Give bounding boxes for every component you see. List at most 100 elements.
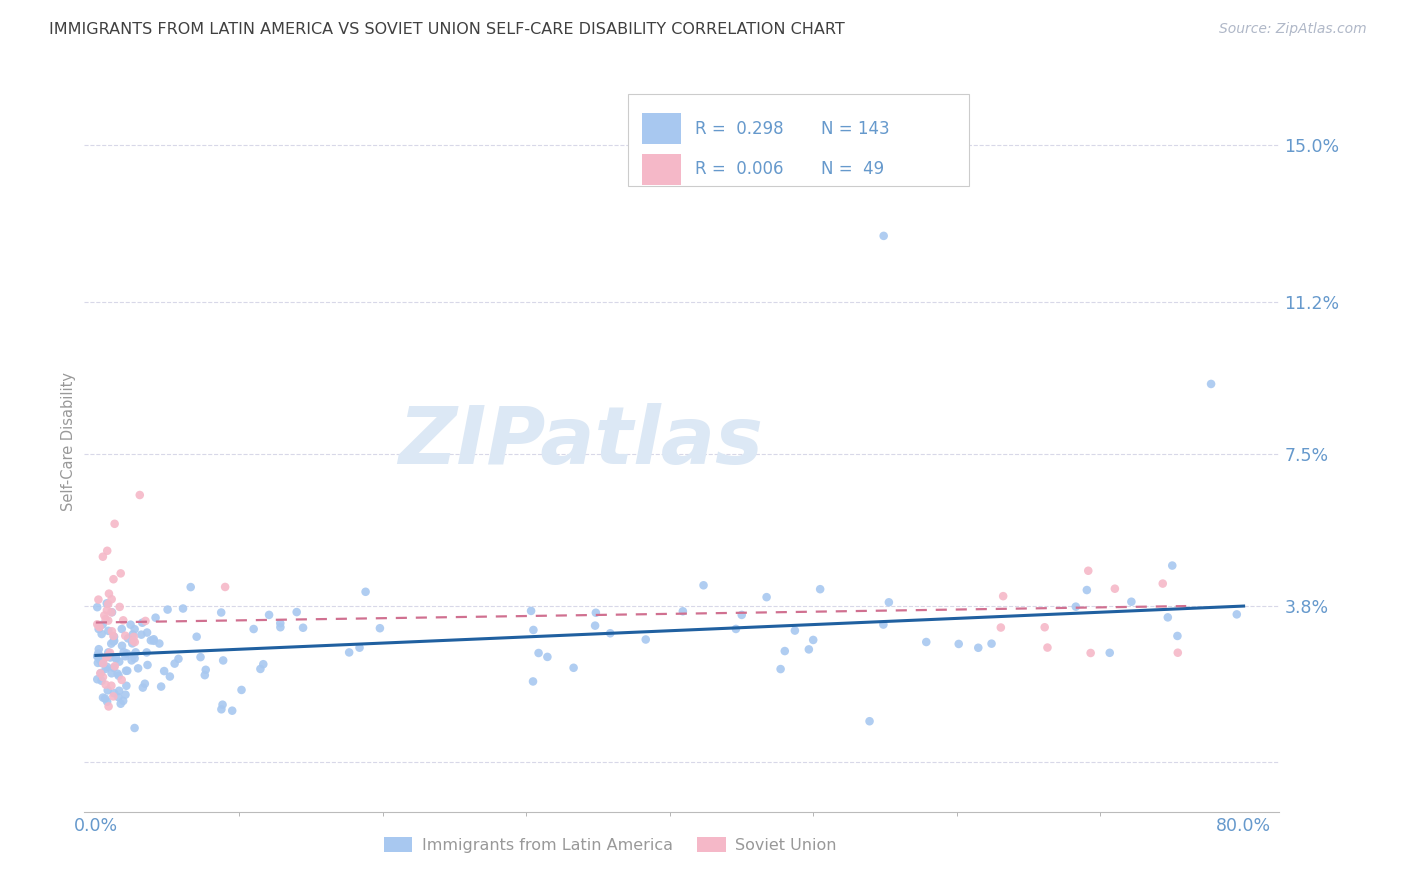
Point [86,600,108,615]
Point [103,572,125,586]
Point [520,604,543,618]
Point [135,645,157,659]
Point [87,592,110,607]
Point [122,648,145,662]
Point [93,608,115,623]
Point [97,597,120,611]
Y-axis label: Self-Care Disability: Self-Care Disability [60,372,76,511]
Point [285,605,308,619]
Point [212,653,235,667]
Point [91,690,114,705]
Point [94,612,117,626]
Point [873,228,896,243]
Point [221,704,243,718]
Point [87,622,110,636]
Point [180,580,202,594]
Point [103,629,125,643]
Point [97,649,120,664]
Point [112,613,135,627]
Point [599,626,621,640]
Point [93,652,115,666]
Point [97,587,120,601]
Point [967,640,990,655]
Point [1121,595,1143,609]
Point [128,488,150,502]
Point [769,662,792,676]
Point [562,661,585,675]
Point [153,664,176,678]
Point [1166,629,1188,643]
Point [90,673,112,688]
Point [132,681,155,695]
Point [269,620,291,634]
Point [536,649,558,664]
Point [98,646,121,660]
Point [142,633,165,648]
Text: R =  0.006: R = 0.006 [695,161,783,178]
Point [86,673,108,687]
Point [134,677,156,691]
Point [100,592,122,607]
Point [104,651,127,665]
Point [136,657,159,672]
Point [634,632,657,647]
Point [111,639,134,653]
Point [98,650,121,665]
Legend: Immigrants from Latin America, Soviet Union: Immigrants from Latin America, Soviet Un… [377,830,844,859]
Point [110,697,132,711]
Point [131,628,153,642]
Point [103,633,125,648]
Point [114,688,136,702]
Point [801,632,824,647]
Point [731,607,754,622]
Point [91,549,114,564]
Point [124,651,146,665]
Point [159,669,181,683]
Point [349,640,371,655]
Point [120,617,142,632]
Point [104,650,127,665]
Point [257,607,280,622]
Point [114,649,136,664]
Point [194,663,217,677]
Point [948,637,970,651]
Point [89,666,111,681]
Point [139,633,162,648]
Point [672,604,695,618]
Point [89,620,111,634]
Point [100,679,122,693]
Point [186,630,208,644]
Point [1077,564,1099,578]
Point [108,599,131,614]
Point [585,606,607,620]
Point [91,670,114,684]
Point [337,645,360,659]
Point [124,645,146,659]
Point [134,614,156,628]
Point [231,682,253,697]
Point [121,627,143,641]
Text: N = 143: N = 143 [821,120,889,137]
Point [103,690,125,704]
Point [136,625,159,640]
Point [104,516,127,531]
Point [145,610,167,624]
Point [97,624,120,638]
Point [91,657,114,671]
Point [122,633,145,648]
Point [124,635,146,649]
Point [1036,640,1059,655]
Point [150,680,173,694]
Point [103,686,125,700]
Point [87,656,110,670]
Point [797,642,820,657]
Point [96,543,118,558]
Point [107,669,129,683]
Point [96,660,118,674]
Point [87,642,110,657]
Point [190,650,212,665]
Point [1157,610,1180,624]
Point [94,677,117,691]
Text: R =  0.298: R = 0.298 [695,120,783,137]
Point [107,666,129,681]
